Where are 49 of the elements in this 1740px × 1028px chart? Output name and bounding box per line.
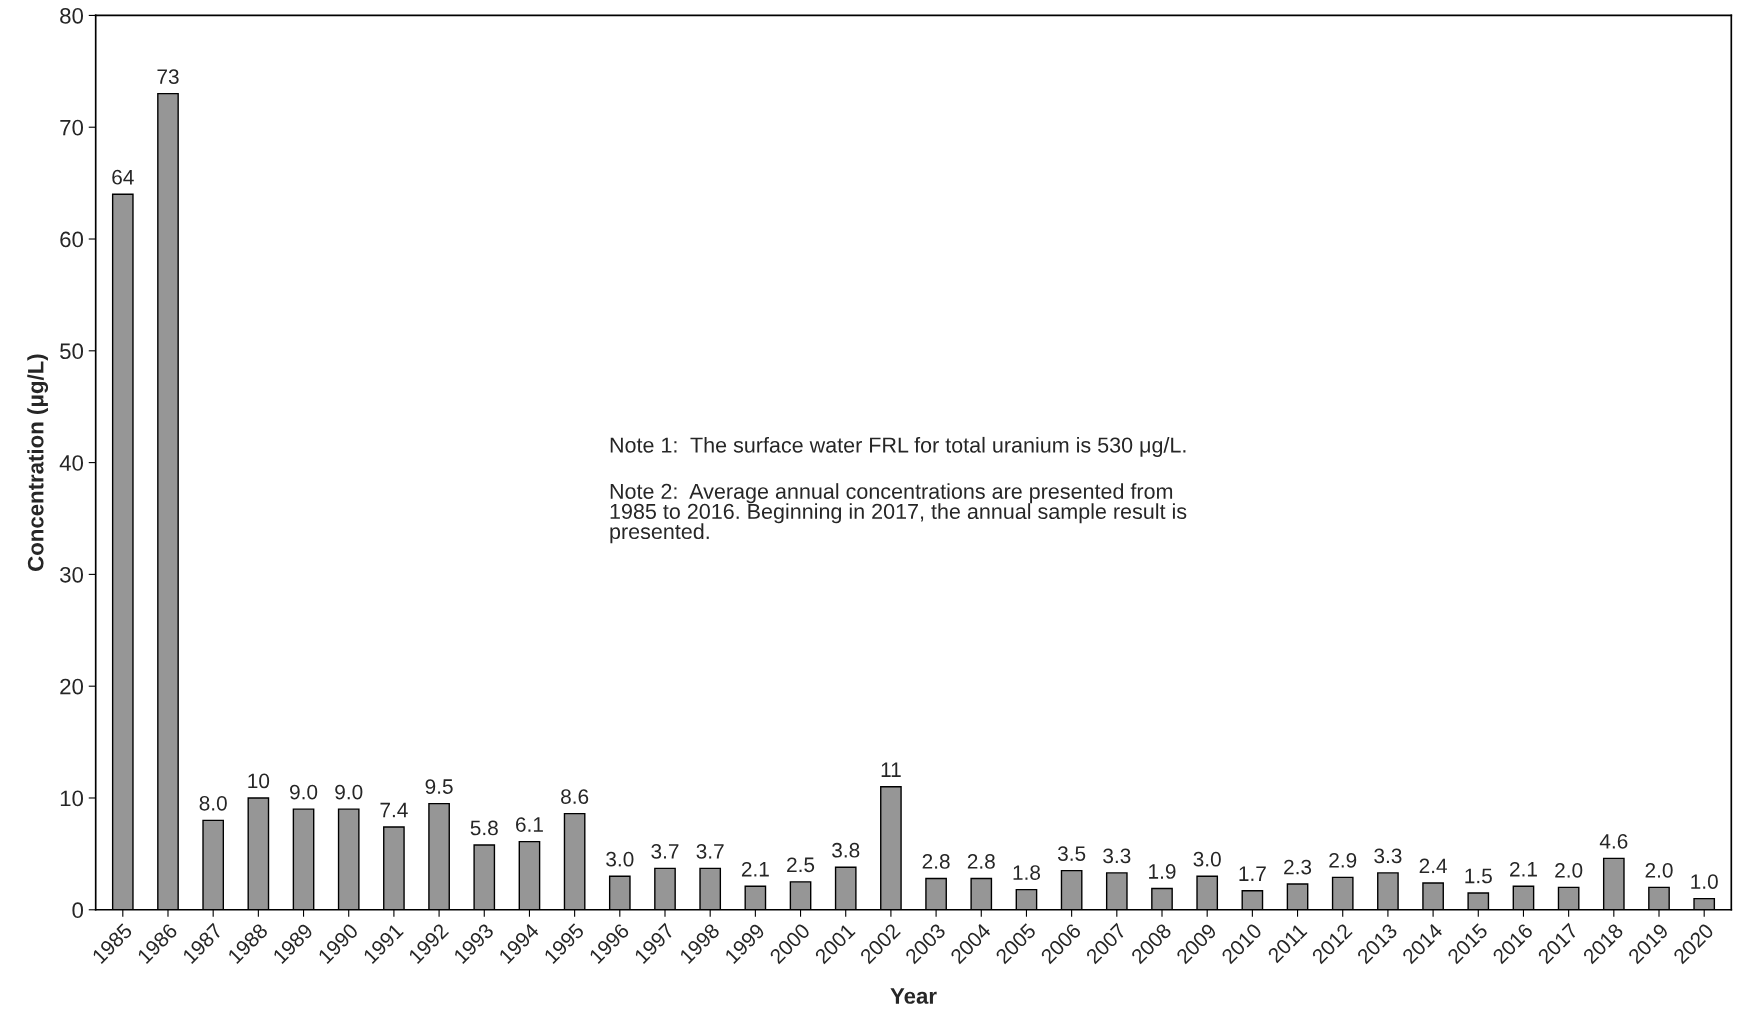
data-label: 6.1 [516, 817, 543, 832]
data-label: 1.7 [1239, 866, 1266, 881]
data-label: 7.4 [380, 802, 408, 818]
data-label: 1.5 [1465, 868, 1492, 884]
data-label: 2.8 [967, 854, 995, 869]
data-label: 8.6 [561, 789, 589, 804]
data-label: 1.8 [1013, 865, 1041, 880]
data-label: 3.8 [832, 842, 860, 858]
data-label: 64 [112, 169, 134, 185]
annotation: Note 2: Average annual concentrations are presented from 1985 to 2016. Beginning in 2017, the annual sample result is presented. [610, 483, 1187, 544]
data-label: 3.5 [1057, 846, 1086, 861]
data-label: 4.6 [1599, 833, 1628, 849]
y-tick-label: 10 [60, 790, 84, 807]
data-label: 1.0 [1691, 874, 1718, 889]
data-label: 3.7 [696, 843, 724, 859]
y-tick-label: 80 [60, 7, 84, 24]
data-label: 9.5 [425, 779, 453, 794]
data-label: 9.0 [335, 784, 363, 800]
y-axis-title: Concentration (μg/L) [27, 354, 49, 571]
data-label: 2.5 [787, 857, 815, 873]
data-label: 10 [248, 773, 270, 789]
data-label: 2.3 [1284, 859, 1312, 875]
y-tick-label: 60 [60, 231, 84, 248]
data-label: 3.0 [606, 851, 634, 867]
data-label: 3.7 [651, 843, 679, 859]
y-tick-label: 50 [60, 343, 84, 360]
data-label: 3.0 [1193, 851, 1221, 867]
data-label: 1.9 [1149, 864, 1176, 879]
data-label: 3.3 [1103, 848, 1131, 864]
data-label: 2.9 [1329, 852, 1357, 868]
y-tick-label: 70 [60, 119, 84, 136]
data-label: 2.0 [1645, 862, 1673, 878]
y-tick-label: 40 [59, 455, 84, 471]
data-label: 8.0 [199, 795, 227, 811]
data-label: 2.0 [1555, 862, 1583, 878]
data-label: 9.0 [290, 784, 318, 800]
data-label: 5.8 [470, 820, 498, 836]
data-label: 2.4 [1419, 858, 1447, 874]
data-label: 2.1 [1510, 861, 1537, 877]
y-tick-label: 20 [60, 678, 84, 695]
y-tick-label: 30 [60, 566, 84, 583]
data-label: 2.8 [922, 854, 950, 869]
data-label: 3.3 [1374, 848, 1402, 864]
data-label: 2.1 [741, 861, 769, 877]
annotation: Note 1: The surface water FRL for total uranium is 530 μg/L. [610, 436, 1186, 457]
data-label: 73 [157, 69, 179, 84]
y-tick-label: 0 [72, 902, 84, 919]
x-axis-title: Year [890, 988, 937, 1004]
data-label: 11 [881, 762, 901, 777]
